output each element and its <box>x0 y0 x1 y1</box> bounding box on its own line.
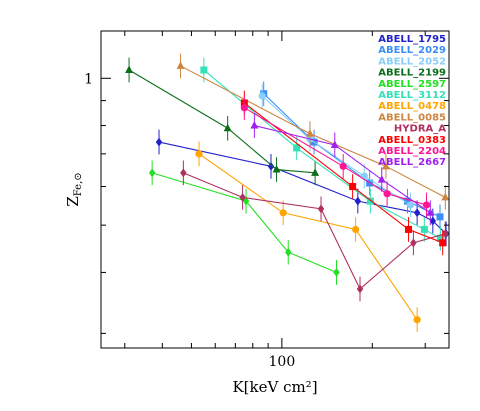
data-point <box>240 104 248 112</box>
data-point <box>442 229 449 239</box>
legend-entry: ABELL_3112 <box>378 90 446 101</box>
data-point <box>349 183 357 191</box>
data-point <box>305 129 314 137</box>
legend-entry: ABELL_1795 <box>378 34 446 45</box>
data-point <box>360 172 368 180</box>
data-point <box>383 190 391 198</box>
series-line <box>151 172 337 273</box>
data-point <box>285 247 292 257</box>
data-point <box>436 213 444 221</box>
y-axis-label-main: Z <box>64 196 82 206</box>
data-point <box>148 168 156 178</box>
data-point <box>293 144 301 152</box>
data-point <box>195 150 203 158</box>
data-point <box>354 196 362 206</box>
plot-frame <box>100 30 450 349</box>
legend-entry: ABELL_2667 <box>378 157 446 168</box>
data-point <box>426 208 435 216</box>
data-point <box>272 165 281 173</box>
data-point <box>250 121 259 129</box>
series-line <box>158 141 447 235</box>
data-point <box>413 316 421 324</box>
legend-entry: ABELL_0478 <box>378 101 446 112</box>
series-layer <box>125 53 449 333</box>
series-abell-2199 <box>125 57 320 186</box>
data-point <box>176 61 185 69</box>
data-point <box>311 168 320 176</box>
legend-entry: ABELL_0383 <box>378 135 446 146</box>
x-tick-label: 100 <box>269 354 296 370</box>
series-abell-2597 <box>148 160 340 285</box>
series-line <box>128 69 316 174</box>
data-point <box>155 137 163 147</box>
legend-entry: ABELL_2052 <box>378 56 446 67</box>
legend-entry: ABELL_0085 <box>378 112 446 123</box>
series-line <box>244 107 427 206</box>
series-line <box>254 125 431 214</box>
data-point <box>422 201 431 209</box>
data-point <box>333 267 340 277</box>
data-point <box>239 192 246 202</box>
series-abell-2204 <box>240 95 431 218</box>
data-point <box>279 209 287 217</box>
y-tick-label: 1 <box>84 71 93 87</box>
data-point <box>125 65 134 73</box>
data-point <box>352 225 360 234</box>
legend-entry: HYDRA_A <box>394 124 446 135</box>
data-point <box>436 234 444 242</box>
data-point <box>420 225 428 233</box>
series-abell-0478 <box>195 141 421 333</box>
data-point <box>339 162 347 170</box>
data-point <box>223 123 232 132</box>
y-axis-label: ZFe,⊙ <box>64 172 84 206</box>
data-point <box>405 225 413 233</box>
data-point <box>317 204 325 214</box>
legend-entry: ABELL_2204 <box>378 146 446 157</box>
data-point <box>441 192 449 201</box>
y-axis-label-subscript: Fe,⊙ <box>73 172 84 196</box>
series-abell-3112 <box>200 57 444 251</box>
legend-entry: ABELL_2199 <box>378 68 446 79</box>
data-point <box>258 92 266 100</box>
legend-entry: ABELL_2597 <box>378 79 446 90</box>
series-line <box>183 172 446 290</box>
data-point <box>381 161 390 170</box>
series-abell-2667 <box>250 113 435 226</box>
data-point <box>200 66 208 74</box>
data-point <box>366 197 374 205</box>
data-point <box>429 216 437 226</box>
data-point <box>410 238 417 248</box>
data-point <box>356 284 364 294</box>
data-point <box>404 197 412 205</box>
data-point <box>439 239 447 247</box>
data-point <box>180 168 187 178</box>
data-point <box>377 175 386 183</box>
legend: ABELL_1795ABELL_2029ABELL_2052ABELL_2199… <box>378 34 446 168</box>
x-axis-label: K[keV cm²] <box>232 378 317 396</box>
svg-text:ZFe,⊙: ZFe,⊙ <box>64 172 84 206</box>
series-line <box>244 102 443 244</box>
data-point <box>413 208 421 218</box>
series-line <box>198 153 418 321</box>
series-hydra-a <box>180 160 449 302</box>
data-point <box>406 201 415 209</box>
axis-ticks: 100 1 <box>84 31 449 370</box>
data-point <box>330 140 339 148</box>
legend-entry: ABELL_2029 <box>378 45 446 56</box>
